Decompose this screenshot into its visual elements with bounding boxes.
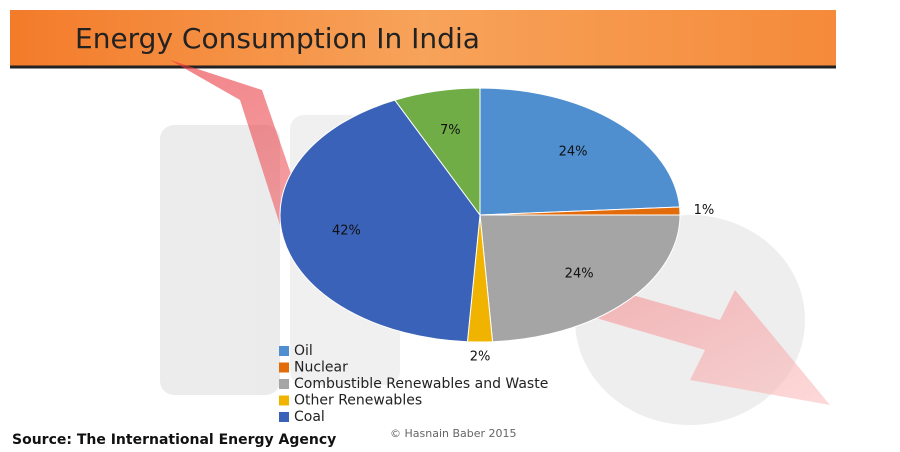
- legend-swatch: [279, 412, 289, 422]
- data-label: 1%: [694, 203, 715, 218]
- legend-label: Oil: [294, 343, 313, 359]
- data-label: 24%: [565, 267, 594, 282]
- legend-swatch: [279, 346, 289, 356]
- data-label: 42%: [332, 224, 361, 239]
- legend-label: Coal: [294, 409, 325, 425]
- trend-arrow: [170, 60, 830, 405]
- pie-slice: [479, 214, 681, 343]
- source: Source: The International Energy Agency: [12, 432, 336, 448]
- pie-slice: [279, 99, 481, 343]
- credit: © Hasnain Baber 2015: [390, 427, 517, 440]
- legend-label: Combustible Renewables and Waste: [294, 376, 548, 392]
- header-band: [10, 10, 836, 66]
- legend-swatch: [279, 362, 289, 373]
- legend-swatch: [279, 395, 289, 406]
- legend-label: Nuclear: [294, 360, 348, 376]
- data-label: 7%: [440, 123, 461, 138]
- legend-swatch: [279, 379, 289, 389]
- data-label: 2%: [470, 350, 491, 365]
- chart-title: Energy Consumption In India: [75, 22, 480, 55]
- data-label: 24%: [559, 145, 588, 160]
- pie: 24% 1% 24% 2% 42% 7%: [279, 87, 715, 365]
- pie-slice: [479, 87, 681, 216]
- legend-label: Other Renewables: [294, 393, 422, 409]
- pie-slice: [394, 87, 481, 217]
